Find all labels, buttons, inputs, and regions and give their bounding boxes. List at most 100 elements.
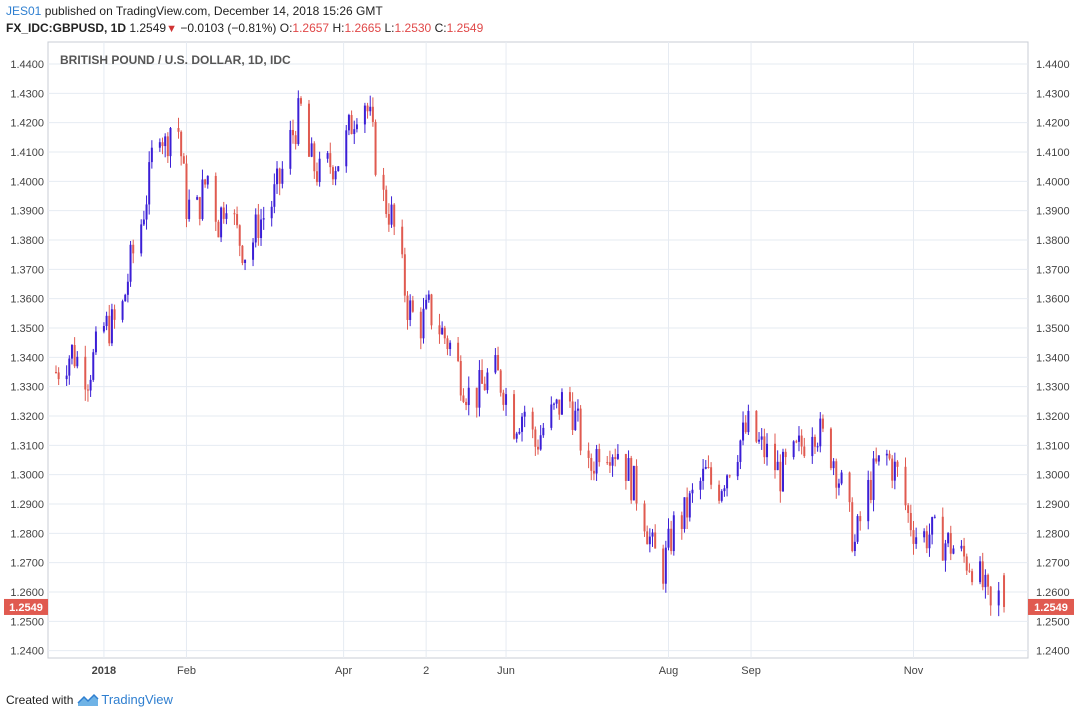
candle-body <box>313 143 316 172</box>
candle-body <box>704 467 707 469</box>
y-tick-label: 1.4200 <box>10 118 44 130</box>
candle-body <box>331 167 334 180</box>
candle-body <box>856 516 859 542</box>
candle-body <box>371 106 374 122</box>
candle-body <box>1003 575 1006 607</box>
candle-body <box>853 541 856 552</box>
candle-body <box>225 213 228 219</box>
grid-lines <box>48 42 1028 658</box>
candle-body <box>683 497 686 529</box>
candle-body <box>201 179 204 220</box>
tradingview-logo-icon <box>77 693 99 706</box>
candle-body <box>571 401 574 430</box>
last-price-text: 1.2549 <box>9 602 43 614</box>
y-tick-label: 1.2800 <box>10 528 44 540</box>
candle-body <box>515 433 518 439</box>
candle-body <box>907 505 910 514</box>
y-tick-label: 1.2900 <box>10 499 44 511</box>
candle-body <box>449 342 452 350</box>
candle-body <box>758 439 761 442</box>
candle-body <box>419 311 422 339</box>
candle-body <box>403 254 406 296</box>
candle-body <box>369 106 372 112</box>
candle-body <box>811 436 814 457</box>
candle-body <box>94 331 97 353</box>
left-price-axis: 1.2400 1.2500 1.2600 1.2700 1.2800 1.2900 1.30… <box>10 59 44 658</box>
candle-body <box>126 281 129 295</box>
y-tick-label: 1.2400 <box>10 646 44 658</box>
y-tick-label: 1.2500 <box>1036 616 1070 628</box>
x-tick-label: 2018 <box>92 665 116 677</box>
candle-body <box>145 204 148 220</box>
candle-body <box>664 547 667 584</box>
candle-body <box>627 458 630 481</box>
low-value: 1.2530 <box>394 21 432 35</box>
candle-body <box>129 244 132 282</box>
candle-body <box>885 453 888 456</box>
candle-body <box>925 531 928 549</box>
candle-body <box>931 517 934 535</box>
publish-line: JES01 published on TradingView.com, Dece… <box>6 4 383 18</box>
candle-body <box>244 259 247 263</box>
candle-body <box>499 370 502 393</box>
candle-body <box>65 375 68 380</box>
candle-body <box>795 441 798 443</box>
candle-body <box>294 135 297 145</box>
candle-body <box>241 245 244 263</box>
candle-body <box>776 461 779 471</box>
candle-body <box>518 431 521 434</box>
candle-body <box>457 342 460 361</box>
candle-body <box>318 158 321 183</box>
y-tick-label: 1.3500 <box>10 323 44 335</box>
candle-body <box>933 516 936 518</box>
tradingview-brand[interactable]: TradingView <box>101 692 173 707</box>
candle-body <box>590 457 593 471</box>
candle-body <box>971 571 974 583</box>
y-tick-label: 1.3900 <box>1036 206 1070 218</box>
published-text: published on TradingView.com, December 1… <box>44 4 383 18</box>
y-tick-label: 1.2600 <box>1036 587 1070 599</box>
chart-pane <box>47 41 1029 659</box>
candle-body <box>928 534 931 549</box>
candle-body <box>997 590 1000 606</box>
candle-body <box>760 436 763 440</box>
candle-body <box>904 466 907 506</box>
x-tick-label: Sep <box>741 665 761 677</box>
candle-body <box>382 174 385 190</box>
candle-body <box>180 131 183 157</box>
candle-body <box>113 309 116 320</box>
y-tick-label: 1.4000 <box>1036 176 1070 188</box>
candle-body <box>819 418 822 447</box>
candle-body <box>555 399 558 404</box>
candle-body <box>387 213 390 225</box>
candle-body <box>587 450 590 458</box>
candle-body <box>909 513 912 531</box>
candle-body <box>840 472 843 484</box>
candle-body <box>505 394 508 405</box>
candle-body <box>185 163 188 219</box>
candle-body <box>558 399 561 415</box>
candle-body <box>236 214 239 226</box>
candle-body <box>592 470 595 474</box>
candle-body <box>427 294 430 300</box>
candle-body <box>158 142 161 148</box>
low-label: L: <box>384 21 395 35</box>
candle-body <box>148 162 151 205</box>
candle-body <box>214 175 217 222</box>
y-tick-label: 1.3700 <box>10 264 44 276</box>
candle-body <box>568 392 571 402</box>
candle-body <box>800 435 803 447</box>
candle-body <box>443 327 446 339</box>
candle-body <box>441 327 444 335</box>
candle-body <box>968 570 971 572</box>
candle-body <box>260 219 263 238</box>
candle-body <box>667 528 670 548</box>
candle-body <box>912 530 915 544</box>
publisher-username[interactable]: JES01 <box>6 4 42 18</box>
y-tick-label: 1.4000 <box>10 176 44 188</box>
candle-body <box>124 294 127 302</box>
candle-body <box>102 326 105 332</box>
candle-body <box>813 436 816 447</box>
candle-body <box>409 300 412 320</box>
